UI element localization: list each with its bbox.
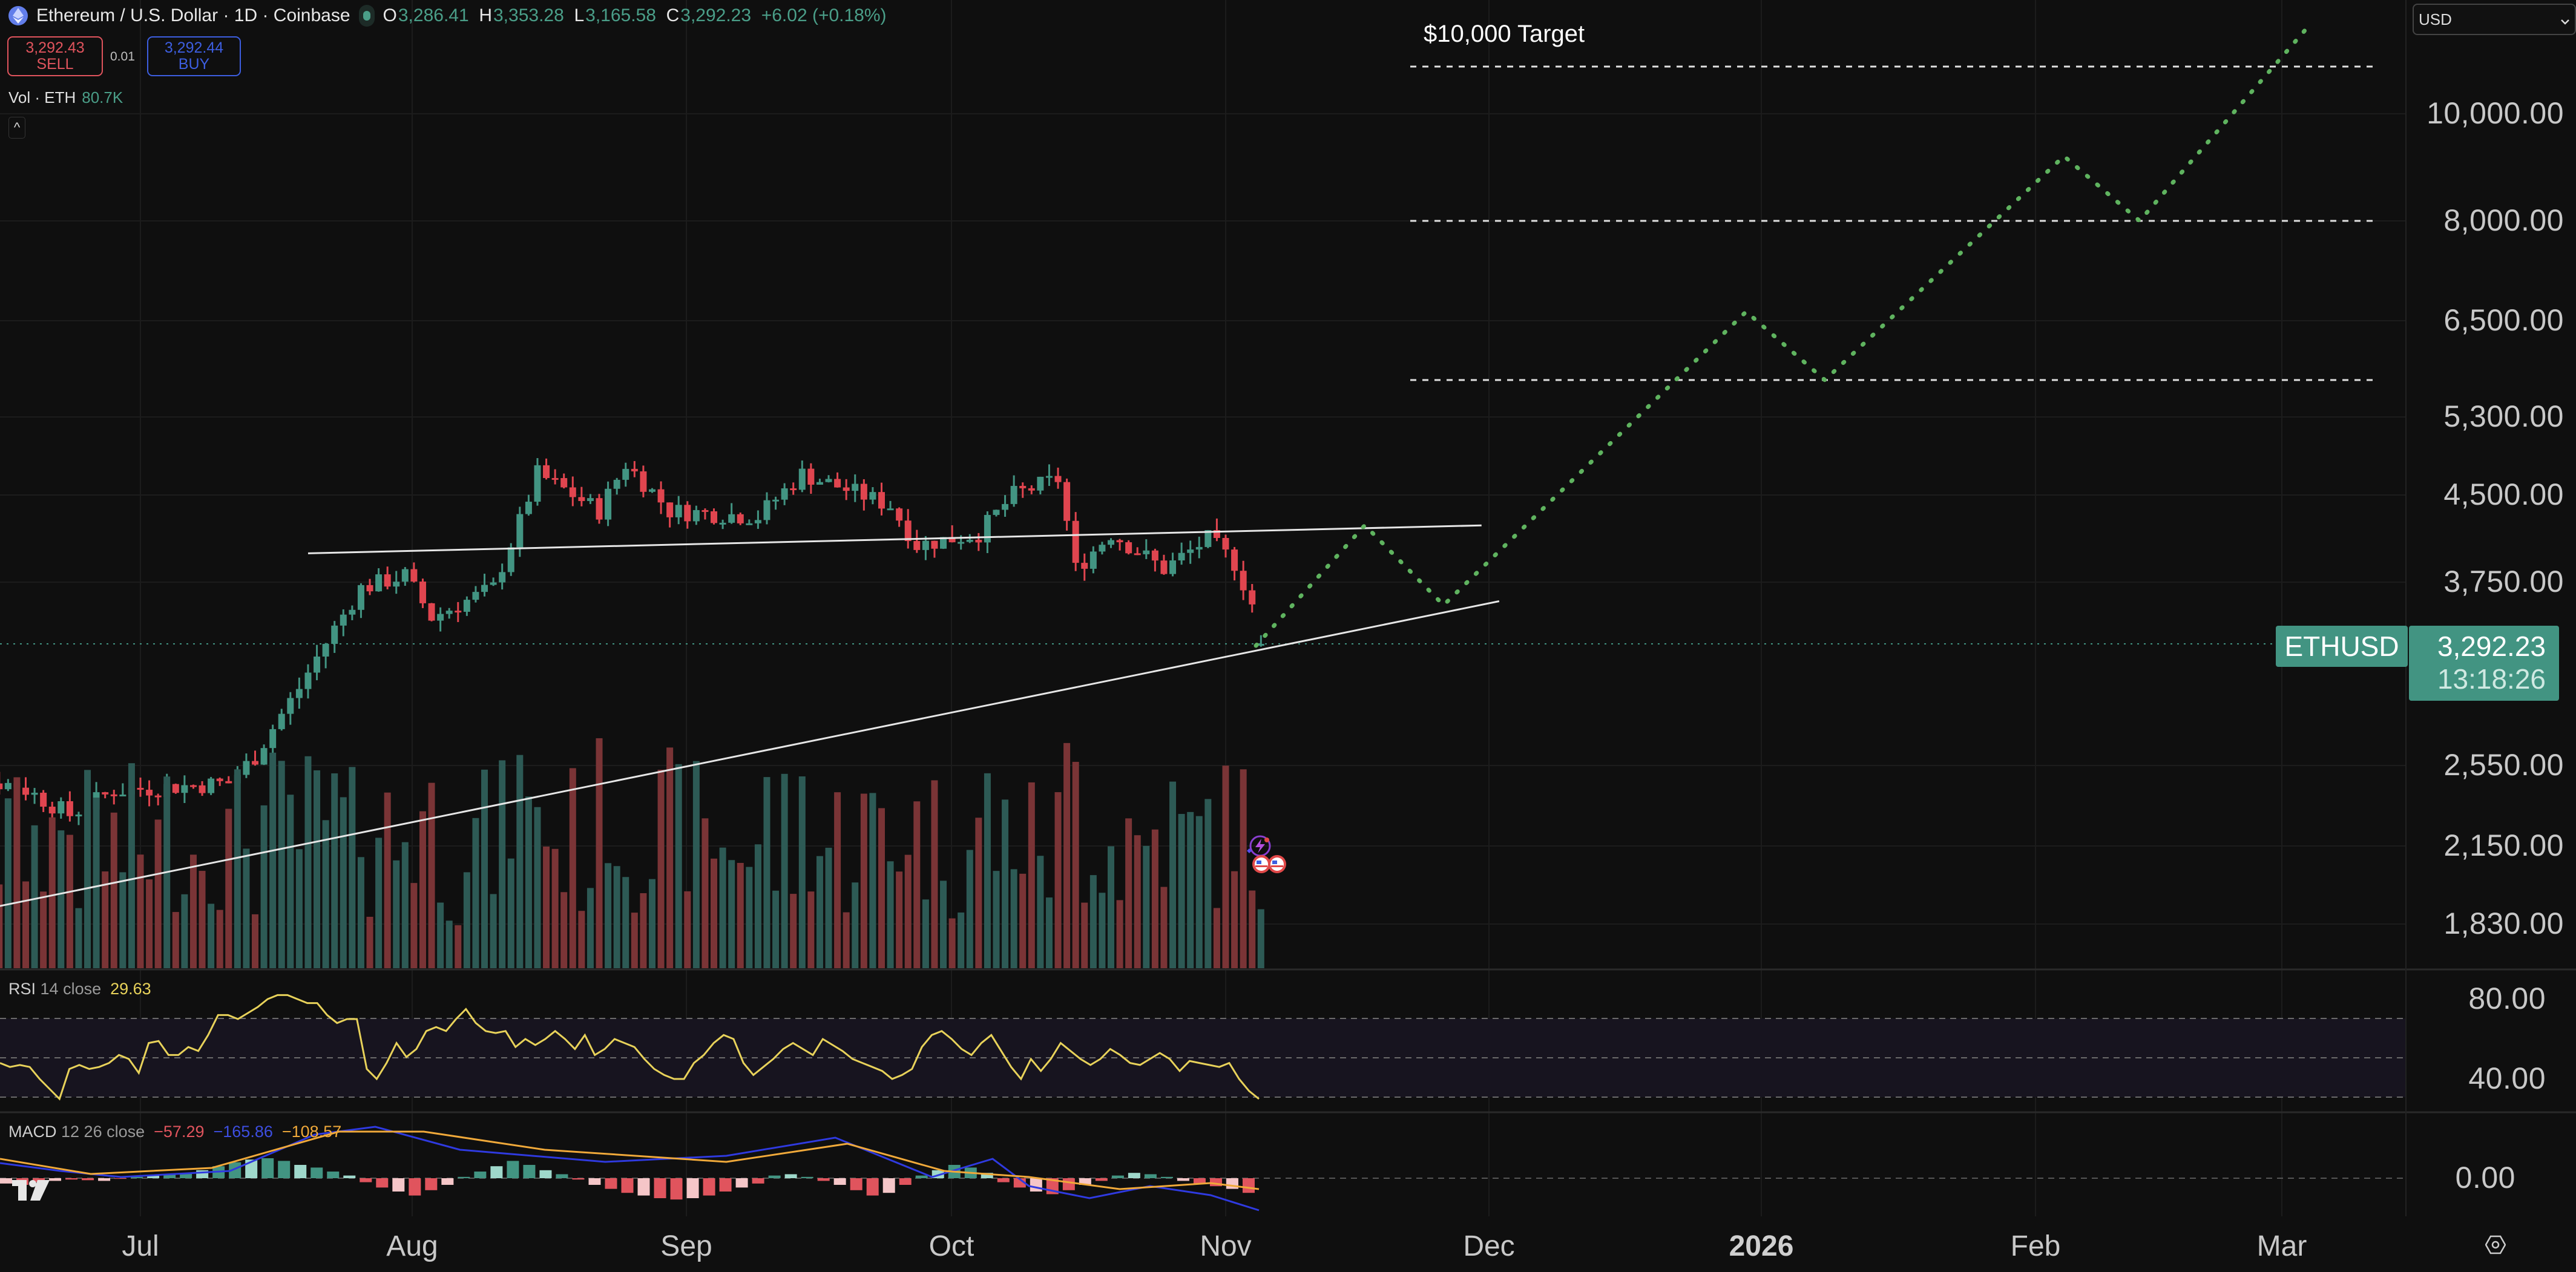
currency-select[interactable]: USD <box>2413 4 2576 35</box>
time-axis-label: Nov <box>1200 1230 1252 1262</box>
earnings-lightning-icon <box>1247 835 1271 857</box>
time-axis-label: Sep <box>660 1230 712 1262</box>
macd-legend[interactable]: MACD 12 26 close −57.29 −165.86 −108.57 <box>8 1123 341 1141</box>
open-key: O <box>383 5 397 25</box>
event-markers[interactable] <box>1241 828 1295 970</box>
target-annotation-text[interactable]: $10,000 Target <box>1424 21 1585 47</box>
volume-value: 80.7K <box>82 88 123 107</box>
symbol-price-tag: ETHUSD <box>2276 626 2408 667</box>
chevron-up-icon: ^ <box>13 120 21 135</box>
macd-line <box>0 1126 1260 1211</box>
chevron-down-icon <box>2560 10 2570 29</box>
symbol-legend: Ethereum / U.S. Dollar · 1D · Coinbase O… <box>8 5 887 27</box>
us-flag-event-icon <box>1252 855 1286 873</box>
close-key: C <box>666 5 680 25</box>
macd-label: MACD <box>8 1123 57 1141</box>
time-axis-label: Dec <box>1463 1230 1515 1262</box>
rsi-line <box>0 994 1260 1101</box>
ohlc-values: O3,286.41 H3,353.28 L3,165.58 C3,292.23 … <box>383 5 887 26</box>
price-axis-label: 3,750.00 <box>2443 565 2564 598</box>
trendline-rising-support <box>0 600 1500 907</box>
bar-countdown: 13:18:26 <box>2437 663 2546 695</box>
last-price-tag: 3,292.23 13:18:26 <box>2409 626 2559 701</box>
price-axis-label: 2,550.00 <box>2443 748 2564 782</box>
price-axis-label: 10,000.00 <box>2426 96 2564 130</box>
volume-label: Vol · ETH <box>8 88 76 107</box>
time-axis-label: 2026 <box>1729 1230 1794 1262</box>
macd-signal-value: −108.57 <box>281 1123 342 1141</box>
buy-button[interactable]: 3,292.44 BUY <box>147 36 241 76</box>
high-key: H <box>479 5 492 25</box>
low-key: L <box>574 5 585 25</box>
macd-params: 12 26 close <box>61 1123 145 1141</box>
volume-bars <box>0 738 1264 968</box>
price-axis-label: 8,000.00 <box>2443 203 2564 237</box>
macd-histogram-value: −57.29 <box>154 1123 205 1141</box>
change-value: +6.02 (+0.18%) <box>761 5 887 25</box>
macd-axis-label: 0.00 <box>2455 1161 2515 1195</box>
price-axis-label: 4,500.00 <box>2443 477 2564 511</box>
sell-button[interactable]: 3,292.43 SELL <box>7 36 103 76</box>
rsi-params: 14 close <box>40 980 102 998</box>
price-axis-label: 6,500.00 <box>2443 303 2564 337</box>
last-price-value: 3,292.23 <box>2437 631 2546 662</box>
price-axis-label: 2,150.00 <box>2443 828 2564 862</box>
projection-path <box>1254 27 2308 648</box>
spread-value: 0.01 <box>110 50 135 64</box>
time-axis-label: Feb <box>2010 1230 2061 1262</box>
ethereum-logo-icon <box>8 6 28 25</box>
low-value: 3,165.58 <box>585 5 656 25</box>
time-axis-label: Jul <box>122 1230 159 1262</box>
market-open-status-icon <box>358 5 375 27</box>
sell-price: 3,292.43 <box>25 39 85 56</box>
sell-label: SELL <box>36 56 74 73</box>
macd-line-value: −165.86 <box>213 1123 273 1141</box>
currency-value: USD <box>2419 10 2452 28</box>
rsi-value: 29.63 <box>110 980 151 998</box>
buy-price: 3,292.44 <box>164 39 224 56</box>
close-value: 3,292.23 <box>680 5 752 25</box>
tradingview-logo-icon[interactable] <box>12 1180 50 1204</box>
rsi-axis-label: 80.00 <box>2468 982 2546 1015</box>
rsi-legend[interactable]: RSI 14 close 29.63 <box>8 980 151 998</box>
price-axis-label: 1,830.00 <box>2443 906 2564 940</box>
open-value: 3,286.41 <box>398 5 469 25</box>
trendline-resistance <box>307 524 1482 554</box>
time-axis-label: Oct <box>928 1230 974 1262</box>
rsi-label: RSI <box>8 980 36 998</box>
rsi-axis-label: 40.00 <box>2468 1061 2546 1095</box>
time-axis-label: Mar <box>2256 1230 2307 1262</box>
symbol-title[interactable]: Ethereum / U.S. Dollar · 1D · Coinbase <box>36 5 350 25</box>
collapse-legend-button[interactable]: ^ <box>8 117 25 139</box>
time-axis-label: Aug <box>386 1230 438 1262</box>
high-value: 3,353.28 <box>493 5 564 25</box>
buy-label: BUY <box>178 56 210 73</box>
volume-legend: Vol · ETH 80.7K <box>8 88 123 107</box>
settings-gear-icon[interactable] <box>2485 1234 2506 1255</box>
price-axis-label: 5,300.00 <box>2443 399 2564 433</box>
signal-line <box>0 1130 1260 1190</box>
